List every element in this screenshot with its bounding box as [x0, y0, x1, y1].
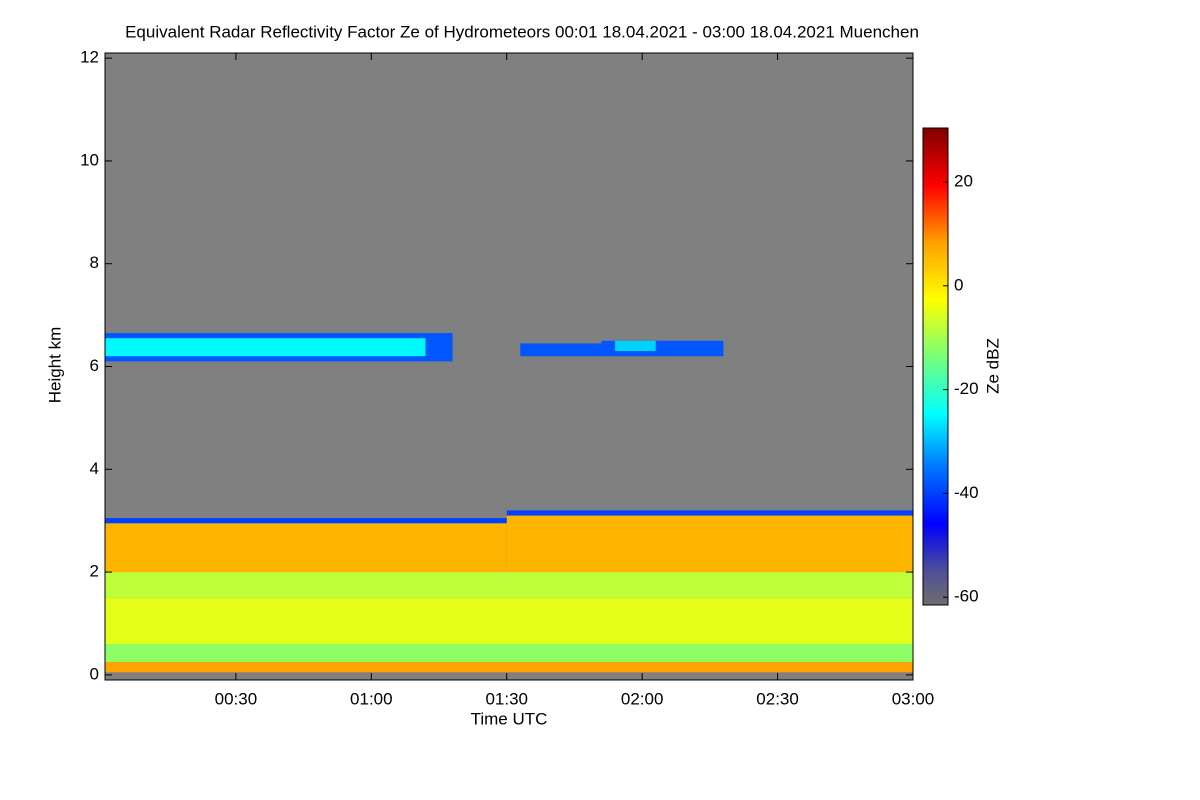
x-tick-label: 01:30: [485, 689, 528, 708]
y-tick-label: 2: [90, 562, 99, 581]
heatmap-cell: [105, 523, 507, 573]
heatmap-cell: [105, 597, 913, 645]
x-tick-label: 03:00: [892, 689, 935, 708]
colorbar-tick-label: 0: [954, 275, 963, 294]
y-tick-label: 4: [90, 459, 99, 478]
y-tick-label: 0: [90, 664, 99, 683]
y-tick-label: 12: [80, 48, 99, 67]
colorbar-tick-label: 20: [954, 171, 973, 190]
heatmap-cell: [520, 343, 602, 357]
x-tick-label: 00:30: [215, 689, 258, 708]
y-tick-label: 8: [90, 253, 99, 272]
x-axis-label: Time UTC: [471, 709, 548, 728]
colorbar-tick-label: -60: [954, 587, 979, 606]
heatmap-cell: [105, 338, 426, 357]
y-tick-label: 6: [90, 356, 99, 375]
heatmap-cell: [105, 644, 913, 663]
heatmap-cell: [615, 340, 656, 352]
colorbar-tick-label: -40: [954, 483, 979, 502]
heatmap-cell: [105, 518, 507, 524]
y-axis-label: Height km: [45, 327, 64, 404]
x-tick-label: 01:00: [350, 689, 393, 708]
x-tick-label: 02:00: [621, 689, 664, 708]
chart-title: Equivalent Radar Reflectivity Factor Ze …: [125, 22, 919, 41]
heatmap-cell: [506, 510, 913, 516]
colorbar-label: Ze dBZ: [983, 338, 1002, 394]
x-tick-label: 02:30: [756, 689, 799, 708]
colorbar: [922, 127, 949, 606]
heatmap-cell: [105, 572, 913, 598]
colorbar-tick-label: -20: [954, 379, 979, 398]
y-tick-label: 10: [80, 150, 99, 169]
heatmap-cell: [506, 515, 913, 573]
heatmap-cell: [105, 662, 913, 673]
